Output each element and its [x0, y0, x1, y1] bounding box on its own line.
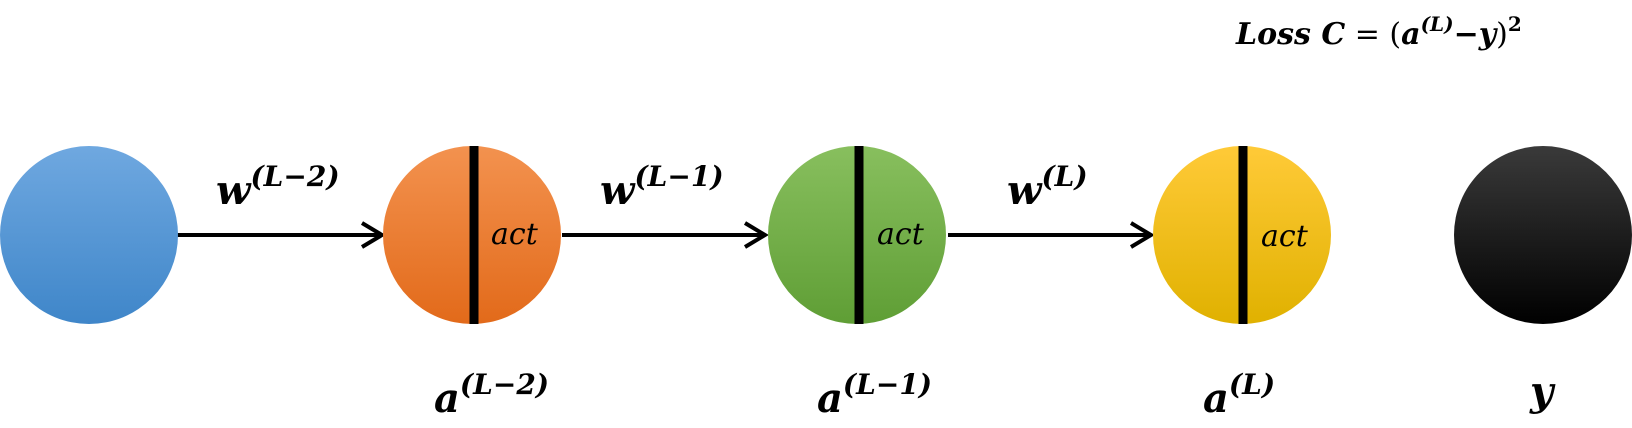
activation-label-l-sup: (L): [1229, 368, 1275, 401]
loss-formula: Loss C = (a(L)−y)2: [1235, 12, 1522, 52]
weight-label-2-base: w: [600, 167, 636, 214]
loss-equals: = (: [1345, 17, 1401, 52]
activation-label-l: a(L): [1203, 368, 1275, 422]
activation-label-l-2: a(L−2): [434, 368, 549, 422]
connection-2: [562, 221, 769, 249]
weight-label-3: w(L): [1007, 160, 1088, 214]
activation-label-l-1-base: a: [817, 375, 843, 422]
loss-a-sup: (L): [1421, 12, 1454, 36]
activation-label-l-1-sup: (L−1): [843, 368, 932, 401]
activation-label-l-1: a(L−1): [817, 368, 932, 422]
weight-label-3-sup: (L): [1041, 160, 1087, 193]
neuron-layer-l: act: [1153, 146, 1331, 324]
weight-label-2-sup: (L−1): [634, 160, 723, 193]
weight-label-1-base: w: [216, 167, 252, 214]
loss-close: ): [1496, 17, 1508, 52]
activation-function-label: act: [877, 217, 925, 252]
activation-function-label: act: [491, 217, 539, 252]
neuron-layer-l-1: act: [768, 146, 946, 324]
neuron-layer-l-2: act: [383, 146, 561, 324]
activation-label-l-2-sup: (L−2): [460, 368, 549, 401]
loss-power: 2: [1508, 12, 1522, 36]
activation-function-label: act: [1261, 219, 1309, 254]
weight-label-1-sup: (L−2): [250, 160, 339, 193]
weight-label-3-base: w: [1007, 167, 1043, 214]
loss-prefix: Loss C: [1235, 17, 1345, 52]
connection-1: [174, 221, 386, 249]
weight-label-2: w(L−1): [600, 160, 724, 214]
loss-a: a: [1401, 17, 1420, 52]
activation-label-l-base: a: [1203, 375, 1229, 422]
connection-3: [948, 221, 1155, 249]
weight-label-1: w(L−2): [216, 160, 340, 214]
target-neuron: [1454, 146, 1632, 324]
loss-minus-y: −y: [1454, 17, 1499, 52]
target-label: y: [1529, 368, 1556, 415]
input-neuron: [0, 146, 178, 324]
activation-label-l-2-base: a: [434, 375, 460, 422]
